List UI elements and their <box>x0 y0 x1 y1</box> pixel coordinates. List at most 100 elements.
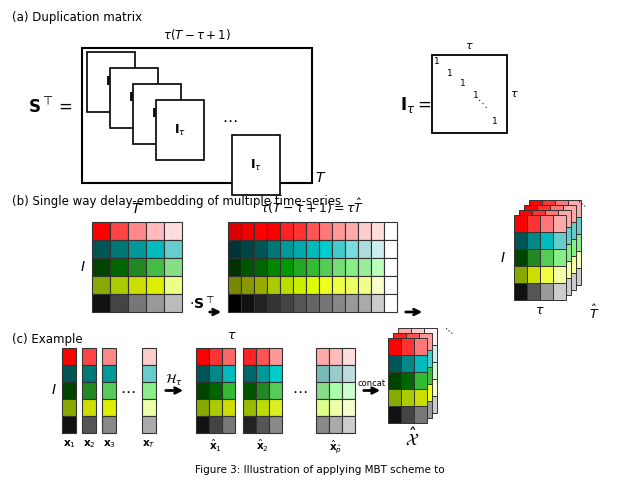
Bar <box>342 399 355 416</box>
Bar <box>254 276 267 294</box>
Bar <box>568 251 581 268</box>
Bar <box>269 348 282 365</box>
Bar <box>388 372 401 389</box>
Text: $\cdots$: $\cdots$ <box>222 112 237 128</box>
Bar <box>358 222 371 240</box>
Bar <box>164 276 182 294</box>
Bar <box>414 372 427 389</box>
Bar <box>524 205 537 222</box>
Bar <box>384 258 397 276</box>
Bar <box>358 240 371 258</box>
Bar <box>371 240 384 258</box>
Bar <box>406 401 419 418</box>
Bar <box>550 222 563 239</box>
Bar <box>256 416 269 433</box>
Bar <box>267 222 280 240</box>
Bar <box>222 382 235 399</box>
Bar <box>87 52 135 112</box>
Bar <box>540 266 553 283</box>
Bar <box>401 389 414 406</box>
Text: 1: 1 <box>473 91 479 99</box>
Text: $T$: $T$ <box>131 202 143 216</box>
Bar <box>128 240 146 258</box>
Bar <box>319 258 332 276</box>
Bar <box>393 384 406 401</box>
Bar <box>398 379 411 396</box>
Bar <box>128 276 146 294</box>
Bar <box>319 276 332 294</box>
Bar <box>128 294 146 312</box>
Bar <box>102 399 116 416</box>
Text: $\cdots$: $\cdots$ <box>292 383 308 398</box>
Text: $T$: $T$ <box>315 171 326 185</box>
Bar <box>254 240 267 258</box>
Bar <box>196 382 209 399</box>
Bar <box>558 227 571 244</box>
Bar <box>545 227 558 244</box>
Bar <box>555 268 568 285</box>
Bar <box>269 399 282 416</box>
Text: $\tau$: $\tau$ <box>227 329 237 342</box>
Bar <box>345 276 358 294</box>
Bar <box>371 258 384 276</box>
Bar <box>419 384 432 401</box>
Bar <box>82 416 96 433</box>
Bar <box>527 232 540 249</box>
Text: $\hat{\mathbf{x}}_{\hat{p}}$: $\hat{\mathbf{x}}_{\hat{p}}$ <box>329 438 342 455</box>
Bar <box>306 258 319 276</box>
Bar <box>267 294 280 312</box>
Text: $\cdots$: $\cdots$ <box>120 383 136 398</box>
Bar <box>545 244 558 261</box>
Bar <box>406 367 419 384</box>
Bar <box>550 205 563 222</box>
Bar <box>82 48 312 183</box>
Bar <box>406 384 419 401</box>
Bar <box>254 294 267 312</box>
Bar <box>398 328 411 345</box>
Bar <box>401 406 414 423</box>
Bar <box>388 338 401 355</box>
Bar <box>316 365 329 382</box>
Text: $\mathbf{I}_\tau$: $\mathbf{I}_\tau$ <box>250 157 262 172</box>
Bar <box>393 401 406 418</box>
Bar <box>529 251 542 268</box>
Bar <box>345 222 358 240</box>
Bar <box>342 416 355 433</box>
Bar <box>329 365 342 382</box>
Bar <box>537 205 550 222</box>
Bar <box>146 258 164 276</box>
Bar <box>256 382 269 399</box>
Bar <box>316 348 329 365</box>
Bar <box>280 258 293 276</box>
Bar <box>332 276 345 294</box>
Bar <box>332 258 345 276</box>
Text: $\cdots$: $\cdots$ <box>441 323 456 337</box>
Bar <box>388 389 401 406</box>
Text: $\tau$: $\tau$ <box>465 41 474 51</box>
Bar <box>424 396 437 413</box>
Bar <box>371 294 384 312</box>
Bar <box>419 333 432 350</box>
Bar <box>316 382 329 399</box>
Bar <box>545 278 558 295</box>
Text: 1: 1 <box>447 69 453 77</box>
Text: $\tau(T-\tau+1)=\tau\hat{T}$: $\tau(T-\tau+1)=\tau\hat{T}$ <box>260 197 365 216</box>
Bar <box>553 249 566 266</box>
Bar <box>209 416 222 433</box>
Bar <box>540 283 553 300</box>
Bar <box>542 217 555 234</box>
Text: $\mathbf{x}_T$: $\mathbf{x}_T$ <box>142 438 156 450</box>
Bar <box>424 345 437 362</box>
Bar <box>514 249 527 266</box>
Text: $\mathbf{I}_\tau$: $\mathbf{I}_\tau$ <box>174 122 186 138</box>
Bar <box>519 210 532 227</box>
Bar <box>568 217 581 234</box>
Bar <box>542 268 555 285</box>
Bar <box>537 239 550 256</box>
Bar <box>316 416 329 433</box>
Text: $\mathbf{I}_\tau$: $\mathbf{I}_\tau$ <box>128 90 140 106</box>
Text: $\ddots$: $\ddots$ <box>477 97 487 110</box>
Bar <box>142 416 156 433</box>
Bar <box>133 84 181 144</box>
Text: $\cdots$: $\cdots$ <box>574 196 589 210</box>
